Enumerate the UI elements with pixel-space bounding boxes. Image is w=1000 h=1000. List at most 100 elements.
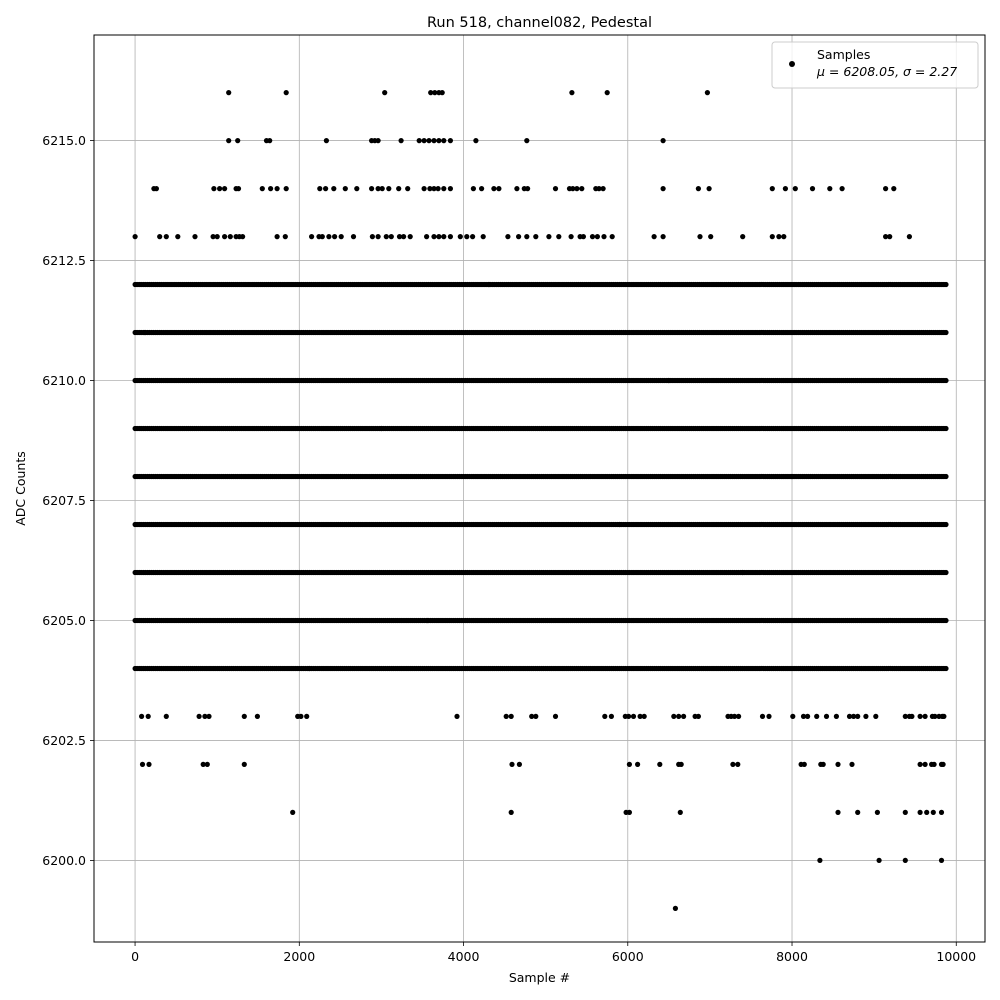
data-point xyxy=(421,186,427,192)
data-point xyxy=(196,713,202,720)
data-point xyxy=(902,857,908,864)
data-point xyxy=(678,761,684,768)
data-point xyxy=(529,713,535,720)
data-point xyxy=(891,186,897,192)
data-point xyxy=(600,186,606,192)
data-point xyxy=(323,138,329,144)
data-point xyxy=(323,186,329,192)
legend-box xyxy=(771,41,979,89)
data-point xyxy=(157,234,163,240)
y-tick-label: 6202.5 xyxy=(42,733,86,748)
data-point xyxy=(283,90,289,96)
data-point xyxy=(290,809,296,816)
data-point xyxy=(470,186,476,192)
data-point xyxy=(736,713,742,720)
data-point xyxy=(369,186,375,192)
data-point xyxy=(431,234,437,240)
x-axis-ticks: 0 2000 4000 6000 8000 10000 xyxy=(131,942,976,964)
data-point xyxy=(943,281,949,288)
data-point xyxy=(200,761,206,768)
data-point xyxy=(350,234,357,240)
x-tick-label: 8000 xyxy=(776,949,808,964)
data-point xyxy=(874,809,881,816)
data-point xyxy=(887,234,893,240)
data-point xyxy=(282,234,288,240)
data-point xyxy=(421,138,427,144)
x-axis-label: Sample # xyxy=(509,970,570,985)
data-point xyxy=(436,138,442,144)
data-point xyxy=(274,234,280,240)
data-point xyxy=(235,138,241,144)
data-point xyxy=(846,713,853,720)
data-point xyxy=(820,761,826,768)
data-point xyxy=(206,713,212,720)
data-point xyxy=(524,138,530,144)
data-point xyxy=(546,234,552,240)
data-point xyxy=(766,713,772,720)
data-point xyxy=(660,234,666,240)
data-point xyxy=(943,329,949,336)
data-point xyxy=(241,713,247,720)
data-point xyxy=(943,617,949,624)
data-point xyxy=(943,473,949,480)
data-point xyxy=(267,138,273,144)
data-point xyxy=(505,234,511,240)
data-point xyxy=(222,234,228,240)
data-point xyxy=(552,186,559,192)
data-point xyxy=(556,234,562,240)
data-point xyxy=(731,713,738,720)
x-tick-label: 0 xyxy=(131,949,139,964)
data-point xyxy=(776,234,782,240)
data-point xyxy=(635,761,641,768)
data-point xyxy=(383,234,389,240)
data-point xyxy=(309,234,315,240)
data-point xyxy=(800,713,807,720)
data-point xyxy=(354,186,360,192)
data-point xyxy=(657,761,663,768)
data-point xyxy=(163,234,169,240)
data-point xyxy=(823,713,830,720)
data-point xyxy=(906,234,913,240)
data-point xyxy=(428,90,434,96)
data-point xyxy=(671,713,677,720)
data-point xyxy=(938,809,945,816)
data-point xyxy=(855,713,861,720)
data-point xyxy=(254,713,260,720)
y-tick-label: 6205.0 xyxy=(42,613,86,628)
data-point xyxy=(594,234,601,240)
data-point xyxy=(924,809,930,816)
data-point xyxy=(769,186,775,192)
data-point xyxy=(192,234,198,240)
data-point xyxy=(153,186,159,192)
data-point xyxy=(792,186,798,192)
data-point xyxy=(222,186,228,192)
data-point xyxy=(608,713,615,720)
data-point xyxy=(464,234,470,240)
data-point xyxy=(319,234,325,240)
data-point xyxy=(375,234,381,240)
data-point xyxy=(677,809,683,816)
y-tick-label: 6210.0 xyxy=(42,373,86,388)
data-point xyxy=(851,713,857,720)
data-point xyxy=(235,186,242,192)
data-point xyxy=(917,713,923,720)
data-point xyxy=(441,138,447,144)
data-point xyxy=(479,186,485,192)
x-tick-label: 6000 xyxy=(612,949,644,964)
data-point xyxy=(496,186,502,192)
data-point xyxy=(932,713,938,720)
data-point xyxy=(388,234,394,240)
data-point xyxy=(503,713,509,720)
legend-stats-label: μ = 6208.05, σ = 2.27 xyxy=(816,64,957,79)
data-point xyxy=(396,234,403,240)
data-point xyxy=(704,90,711,96)
data-point xyxy=(931,761,937,768)
data-point xyxy=(398,138,404,144)
data-point xyxy=(145,713,151,720)
data-point xyxy=(431,186,437,192)
data-point xyxy=(809,186,816,192)
data-point xyxy=(922,713,928,720)
data-point xyxy=(211,186,217,192)
data-point xyxy=(375,138,381,144)
data-point xyxy=(139,761,146,768)
